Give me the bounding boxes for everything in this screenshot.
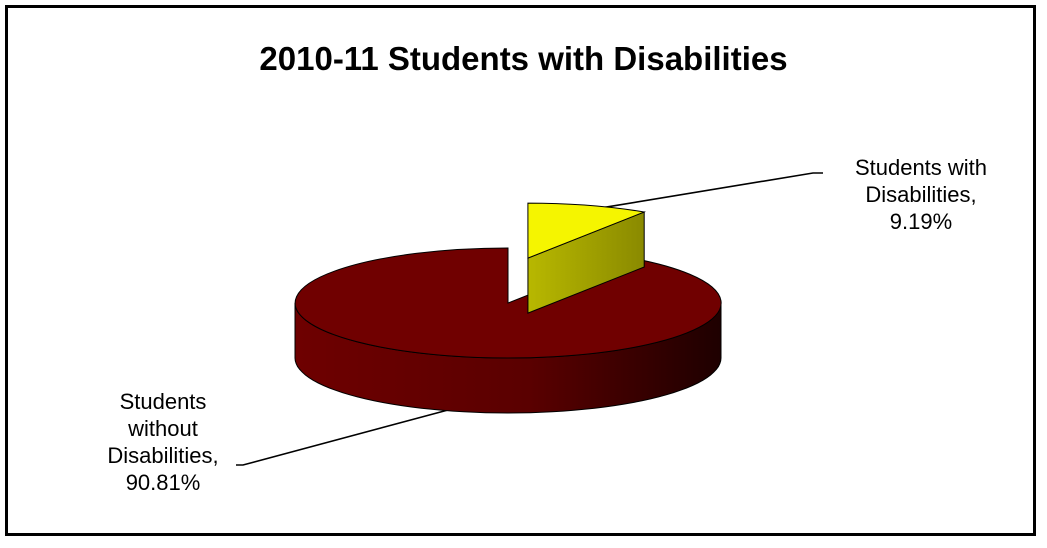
leader-lines — [236, 172, 823, 466]
slice-label-with-disabilities: Students with Disabilities, 9.19% — [808, 154, 1034, 235]
slice-top-face — [527, 202, 647, 259]
chart-frame: 2010-11 Students with Disabilities Stude… — [5, 5, 1036, 536]
pie-slice-students-without-disabilities — [294, 247, 722, 414]
slice-label-line: Disabilities, — [865, 182, 977, 207]
slice-label-line: Disabilities, — [107, 443, 219, 468]
slice-label-line: without — [128, 416, 198, 441]
slice-label-value: 90.81% — [125, 470, 201, 495]
slice-label-line: Students — [119, 389, 207, 414]
slice-label-value: 9.19% — [889, 209, 953, 234]
slice-label-line: Students with — [854, 155, 988, 180]
leader-line-with-disabilities — [587, 172, 823, 211]
pie-chart — [236, 172, 823, 466]
chart-title: 2010-11 Students with Disabilities — [259, 40, 788, 77]
slice-top-face — [294, 247, 722, 359]
slice-label-without-disabilities: Students without Disabilities, 90.81% — [63, 388, 263, 496]
leader-line-without-disabilities — [236, 409, 449, 466]
pie-slice-students-with-disabilities — [527, 202, 647, 314]
